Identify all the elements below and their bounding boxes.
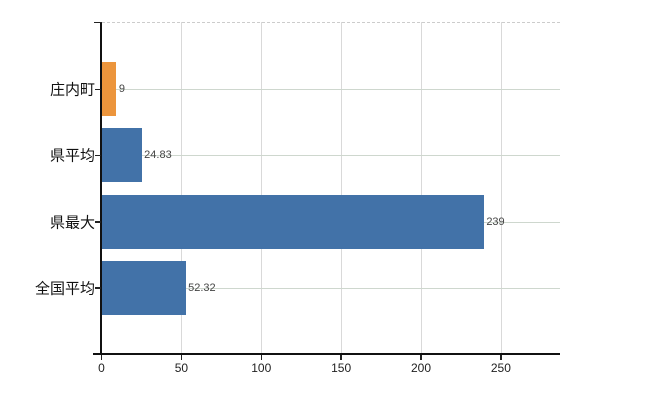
y-axis-tick: [95, 154, 101, 157]
y-axis-line: [100, 22, 102, 354]
x-tick-label: 50: [174, 361, 189, 375]
vertical-gridline: [421, 22, 422, 354]
x-tick-label: 200: [410, 361, 432, 375]
bar: [102, 194, 484, 249]
x-axis-tick: [100, 355, 103, 360]
x-tick-label: 250: [490, 361, 511, 375]
x-tick-label: 0: [98, 361, 105, 375]
x-axis-tick: [260, 355, 262, 360]
bar-value-label: 24.83: [144, 149, 172, 162]
x-axis-tick: [500, 355, 502, 360]
horizontal-gridline: [101, 155, 560, 157]
y-axis-tick: [95, 287, 101, 289]
category-label: 庄内町: [49, 81, 95, 99]
bar: [102, 128, 142, 183]
x-axis-tick: [420, 355, 422, 360]
vertical-gridline: [500, 22, 502, 354]
x-axis-tick: [340, 355, 342, 360]
bar: [102, 62, 117, 116]
horizontal-gridline: [101, 287, 560, 289]
bar-value-label: 9: [118, 83, 125, 95]
y-axis-tick: [95, 88, 101, 90]
bar-value-label: 52.32: [188, 281, 216, 294]
category-label: 県平均: [49, 147, 95, 165]
bar-value-label: 239: [486, 215, 505, 228]
horizontal-gridline: [101, 89, 560, 90]
y-axis-tick: [95, 221, 101, 223]
vertical-gridline: [341, 22, 343, 354]
category-label: 県最大: [49, 214, 95, 232]
x-axis-line: [93, 353, 560, 355]
x-tick-label: 150: [331, 361, 352, 375]
vertical-gridline: [181, 22, 183, 354]
vertical-gridline: [261, 22, 263, 354]
bar: [102, 260, 186, 315]
x-axis-tick: [180, 355, 183, 360]
y-axis-tick: [94, 21, 102, 23]
top-dashed-gridline: [101, 21, 560, 23]
x-tick-label: 100: [251, 361, 272, 375]
category-label: 全国平均: [34, 280, 95, 298]
